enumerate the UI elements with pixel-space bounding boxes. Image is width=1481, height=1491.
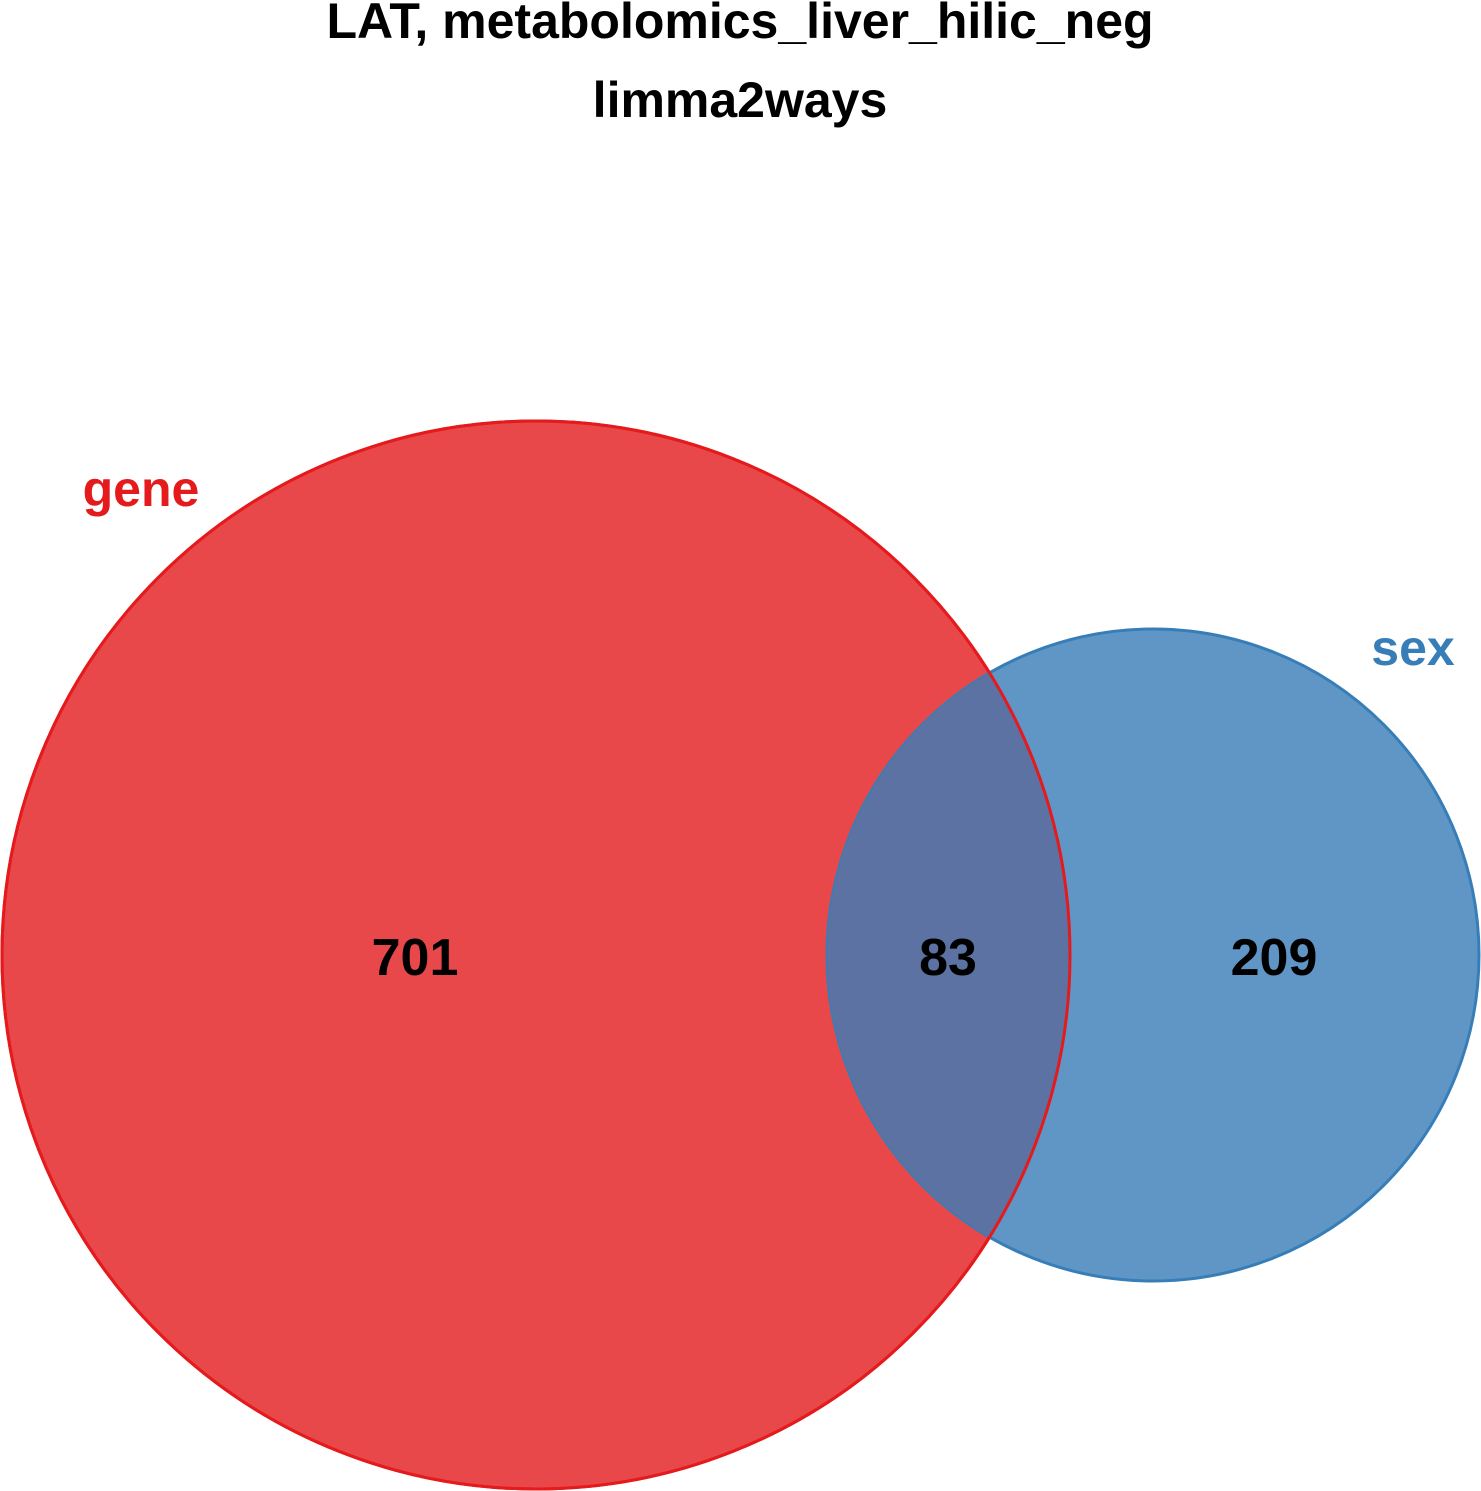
gene-set-outline xyxy=(0,419,1072,1491)
sex-set-label: sex xyxy=(1371,620,1455,676)
diagram-title-line2: limma2ways xyxy=(593,72,888,128)
intersection-count: 83 xyxy=(919,929,977,987)
intersection-region xyxy=(827,629,1070,1281)
gene-only-count: 701 xyxy=(372,929,459,987)
sex-only-count: 209 xyxy=(1231,929,1318,987)
gene-set-label: gene xyxy=(83,461,200,517)
diagram-title-line1: LAT, metabolomics_liver_hilic_neg xyxy=(326,0,1153,49)
